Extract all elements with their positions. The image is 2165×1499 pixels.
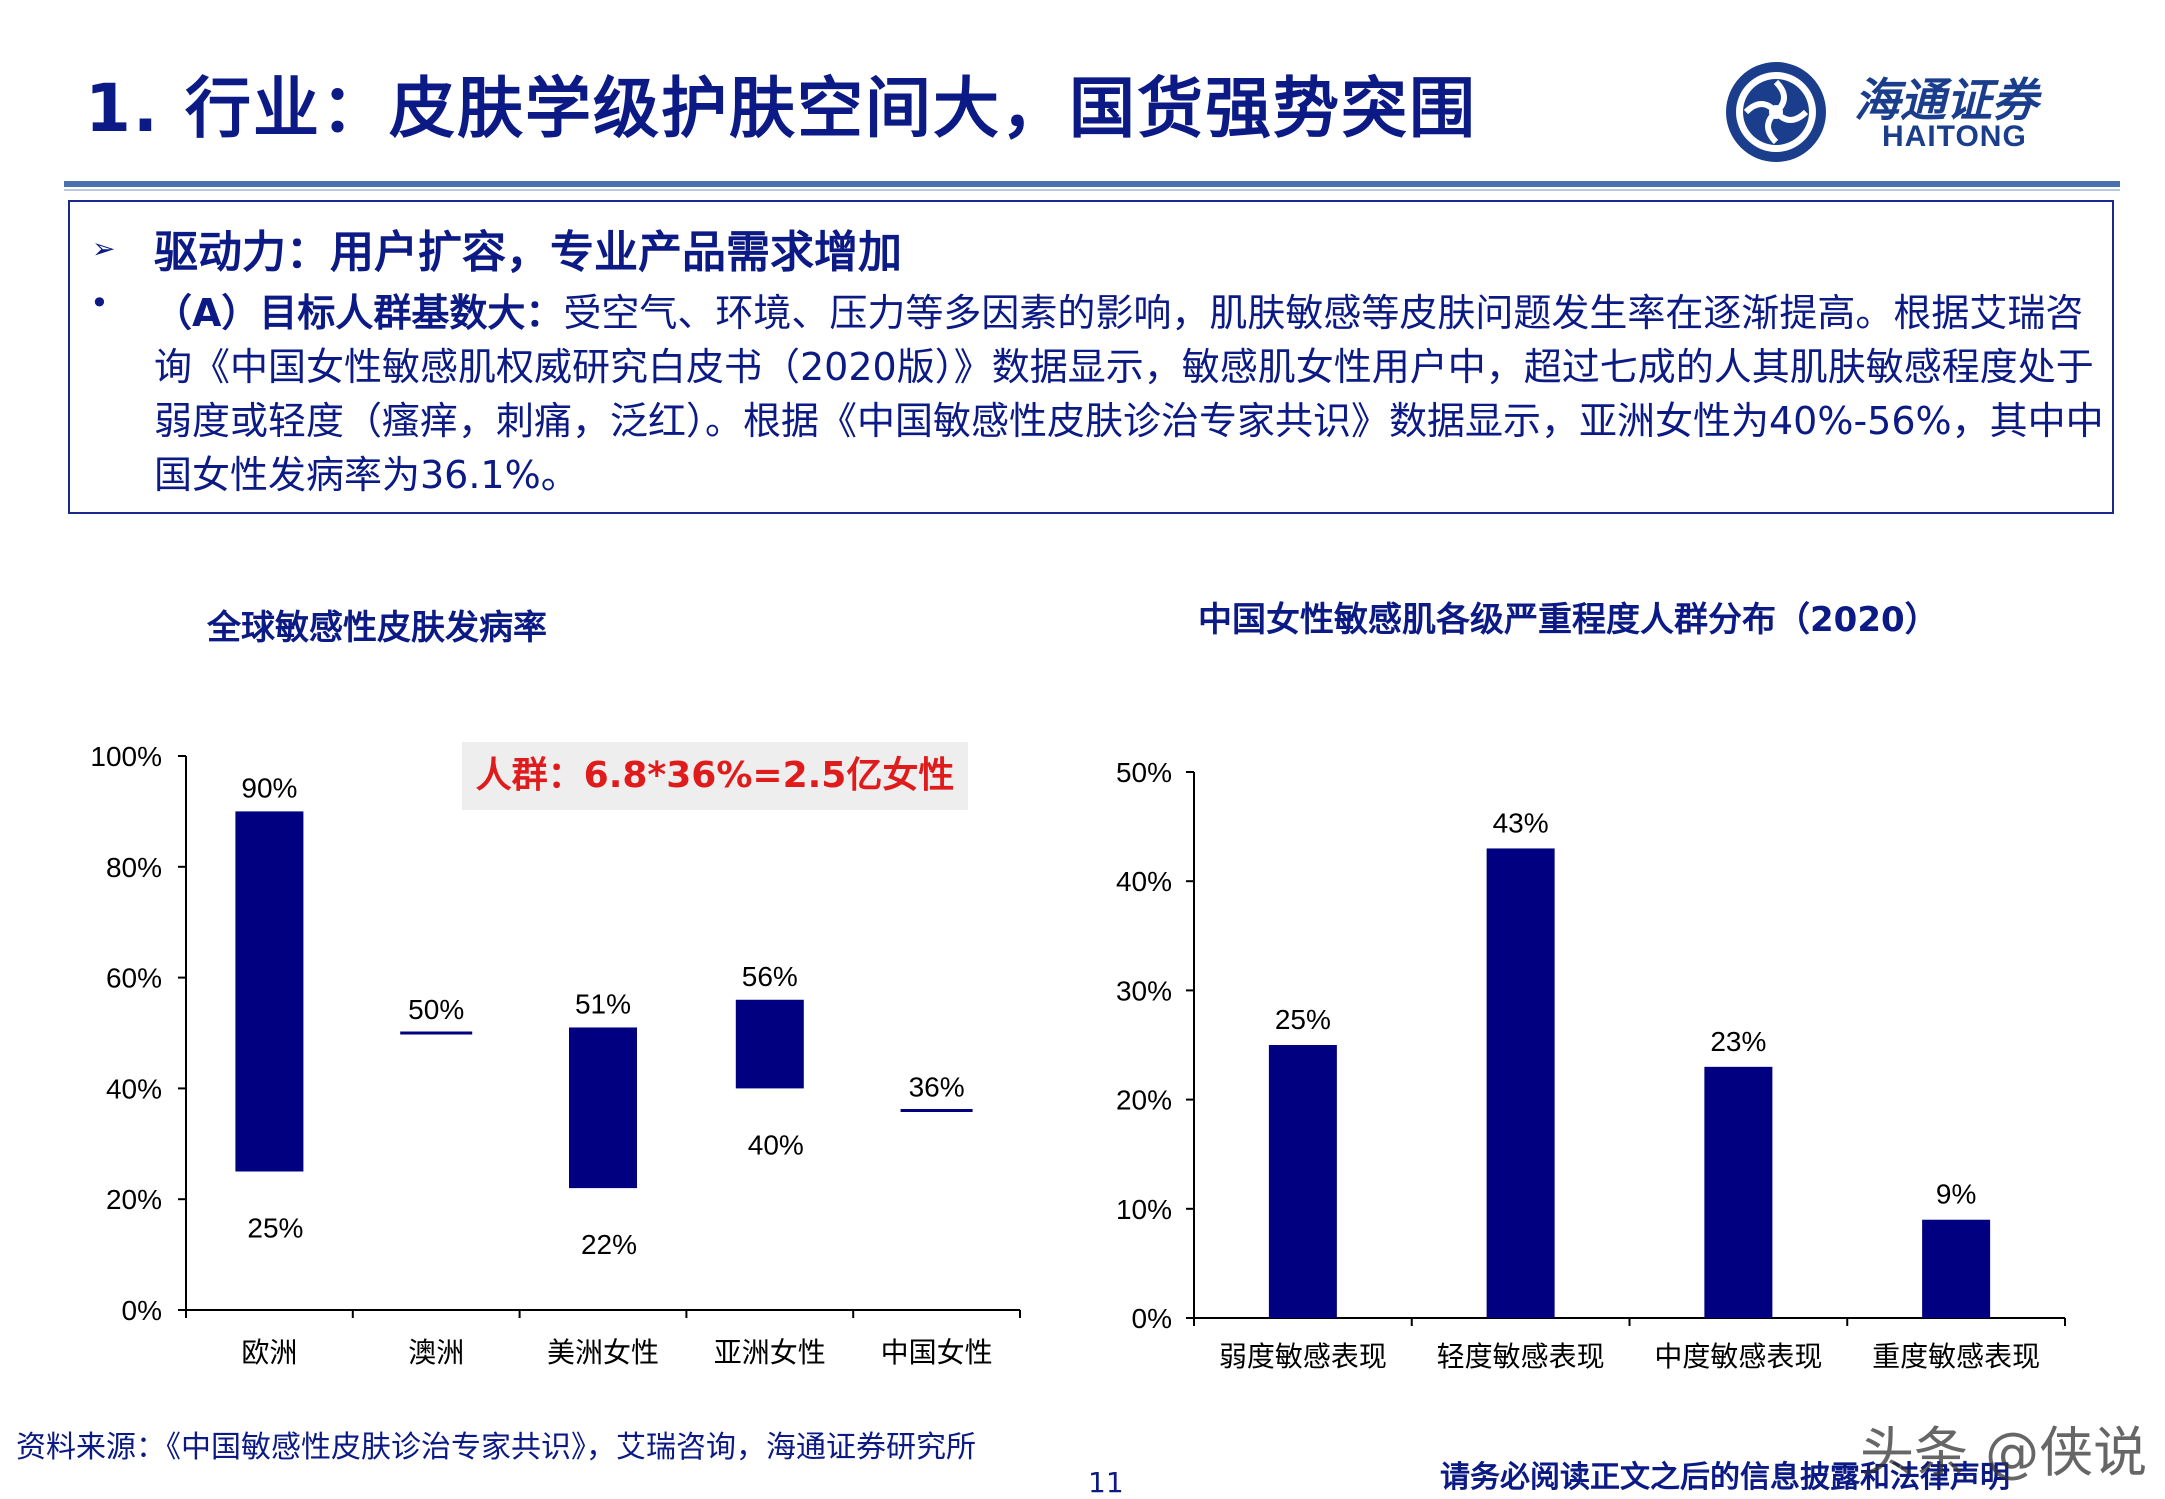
- annotation-box: 人群：6.8*36%=2.5亿女性: [462, 742, 968, 810]
- range-bar: [235, 811, 304, 1172]
- low-data-label: 40%: [748, 1129, 804, 1160]
- chart-severity-distribution: 0% 10% 20% 30% 40% 50% 25% 弱度敏感表现 43% 轻度敏感表现 23% 中度…: [1116, 757, 2066, 1372]
- y-tick-label: 40%: [1116, 866, 1172, 897]
- header-divider: [64, 181, 2120, 187]
- low-data-label: 25%: [247, 1213, 303, 1244]
- y-tick-label: 20%: [106, 1184, 162, 1215]
- y-tick-label: 80%: [106, 852, 162, 883]
- bar-data-label: 9%: [1936, 1179, 1976, 1210]
- x-tick-label: 亚洲女性: [714, 1337, 826, 1368]
- data-bar: [1268, 1045, 1337, 1318]
- summary-box: ➢ 驱动力：用户扩容，专业产品需求增加 • （A）目标人群基数大：受空气、环境、…: [68, 200, 2114, 514]
- y-tick-label: 60%: [106, 963, 162, 994]
- range-bar: [569, 1027, 637, 1189]
- x-tick-label: 中国女性: [881, 1337, 993, 1368]
- x-tick-label: 美洲女性: [547, 1337, 659, 1368]
- driver-heading: 驱动力：用户扩容，专业产品需求增加: [154, 227, 902, 278]
- watermark: 头条 @侠说: [1860, 1421, 2148, 1484]
- high-data-label: 56%: [742, 961, 798, 992]
- arrow-bullet-icon: ➢: [92, 232, 116, 265]
- header-divider-thin: [64, 189, 2120, 191]
- data-bar: [1922, 1219, 1991, 1318]
- y-tick-label: 30%: [1116, 975, 1172, 1006]
- chart-global-incidence: 0% 20% 40% 60% 80% 100% 90% 25% 欧洲 50% 澳洲 51% 22% 美洲女…: [90, 741, 1021, 1368]
- x-tick-label: 澳洲: [408, 1337, 464, 1368]
- point-label: （A）目标人群基数大：: [154, 291, 564, 335]
- x-tick-label: 欧洲: [241, 1337, 297, 1368]
- high-data-label: 50%: [408, 994, 464, 1025]
- x-tick-label: 中度敏感表现: [1654, 1341, 1822, 1372]
- range-bar: [735, 999, 804, 1089]
- high-data-label: 36%: [909, 1072, 965, 1103]
- high-data-label: 90%: [241, 772, 297, 803]
- x-tick-label: 重度敏感表现: [1872, 1341, 2040, 1372]
- summary-paragraph: （A）目标人群基数大：受空气、环境、压力等多因素的影响，肌肤敏感等皮肤问题发生率…: [154, 286, 2104, 502]
- x-tick-label: 轻度敏感表现: [1437, 1341, 1605, 1372]
- haitong-emblem-icon: [1726, 62, 1826, 162]
- dot-bullet-icon: •: [90, 284, 109, 322]
- y-tick-label: 40%: [106, 1073, 162, 1104]
- low-data-label: 22%: [581, 1229, 637, 1260]
- legal-disclaimer: 请务必阅读正文之后的信息披露和法律声明: [1440, 1460, 2010, 1495]
- y-tick-label: 20%: [1116, 1085, 1172, 1116]
- chart2-title: 中国女性敏感肌各级严重程度人群分布（2020）: [1198, 600, 1939, 640]
- x-tick-label: 弱度敏感表现: [1219, 1341, 1387, 1372]
- data-bar: [1704, 1066, 1773, 1318]
- point-text: 受空气、环境、压力等多因素的影响，肌肤敏感等皮肤问题发生率在逐渐提高。根据艾瑞咨…: [154, 291, 2104, 497]
- y-tick-label: 10%: [1116, 1194, 1172, 1225]
- company-logo: 海通证券 HAITONG: [1722, 58, 2122, 168]
- data-bar: [1486, 848, 1555, 1318]
- annotation-text: 人群：6.8*36%=2.5亿女性: [475, 755, 955, 796]
- high-data-label: 51%: [575, 988, 631, 1019]
- y-tick-label: 50%: [1116, 757, 1172, 788]
- page-title: 1. 行业：皮肤学级护肤空间大，国货强势突围: [85, 70, 1477, 147]
- source-note: 资料来源：《中国敏感性皮肤诊治专家共识》，艾瑞咨询，海通证券研究所: [16, 1430, 976, 1465]
- bar-data-label: 25%: [1275, 1004, 1331, 1035]
- y-tick-label: 0%: [122, 1295, 162, 1326]
- y-tick-label: 100%: [90, 741, 162, 772]
- bar-data-label: 23%: [1710, 1026, 1766, 1057]
- logo-chinese-text: 海通证券: [1854, 73, 2038, 127]
- page-number: 11: [1088, 1466, 1124, 1499]
- chart1-title: 全球敏感性皮肤发病率: [207, 608, 547, 648]
- bar-data-label: 43%: [1493, 807, 1549, 838]
- logo-english-text: HAITONG: [1882, 120, 2027, 153]
- y-tick-label: 0%: [1132, 1303, 1172, 1334]
